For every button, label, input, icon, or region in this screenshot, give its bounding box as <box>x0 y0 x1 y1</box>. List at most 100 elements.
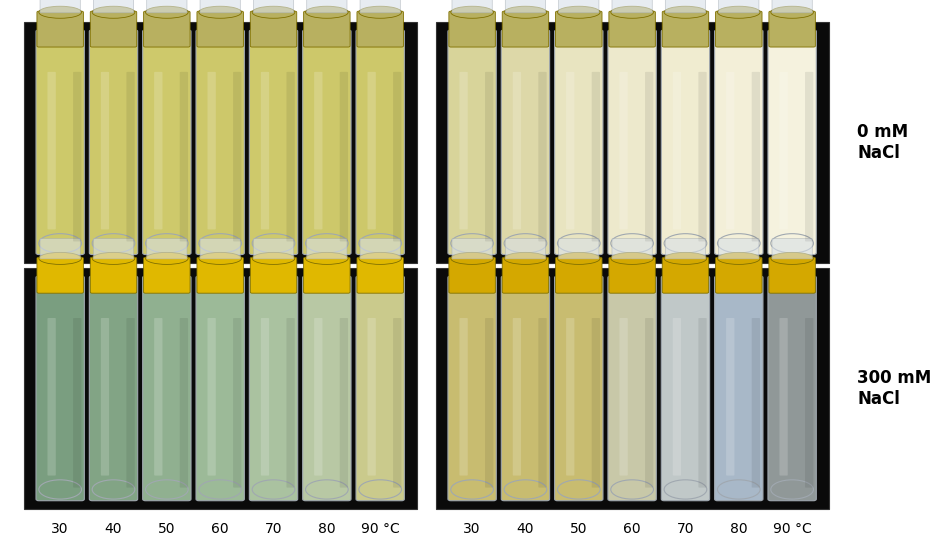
FancyBboxPatch shape <box>250 11 296 47</box>
FancyBboxPatch shape <box>719 238 759 259</box>
FancyBboxPatch shape <box>769 11 815 47</box>
Text: 40: 40 <box>517 522 534 537</box>
Bar <box>436 268 829 509</box>
Text: 80: 80 <box>318 522 335 537</box>
FancyBboxPatch shape <box>512 72 521 229</box>
FancyBboxPatch shape <box>200 238 241 259</box>
Ellipse shape <box>558 6 600 18</box>
FancyBboxPatch shape <box>512 318 521 475</box>
FancyBboxPatch shape <box>452 238 492 259</box>
FancyBboxPatch shape <box>73 72 81 241</box>
FancyBboxPatch shape <box>645 318 653 487</box>
FancyBboxPatch shape <box>94 238 134 259</box>
Ellipse shape <box>146 480 188 499</box>
Ellipse shape <box>718 480 760 499</box>
Ellipse shape <box>504 234 546 253</box>
Ellipse shape <box>92 6 134 18</box>
FancyBboxPatch shape <box>459 318 468 475</box>
Ellipse shape <box>558 252 600 264</box>
FancyBboxPatch shape <box>356 30 404 254</box>
Ellipse shape <box>359 480 402 499</box>
Ellipse shape <box>451 6 493 18</box>
FancyBboxPatch shape <box>769 257 815 293</box>
FancyBboxPatch shape <box>661 276 709 501</box>
FancyBboxPatch shape <box>661 30 709 254</box>
FancyBboxPatch shape <box>143 30 191 254</box>
FancyBboxPatch shape <box>539 72 546 241</box>
Text: 30: 30 <box>51 522 69 537</box>
FancyBboxPatch shape <box>592 72 600 241</box>
FancyBboxPatch shape <box>726 318 735 475</box>
FancyBboxPatch shape <box>662 257 708 293</box>
FancyBboxPatch shape <box>672 72 681 229</box>
FancyBboxPatch shape <box>698 72 706 241</box>
Ellipse shape <box>611 6 653 18</box>
Text: 50: 50 <box>570 522 587 537</box>
FancyBboxPatch shape <box>144 11 190 47</box>
FancyBboxPatch shape <box>672 318 681 475</box>
FancyBboxPatch shape <box>249 30 297 254</box>
Ellipse shape <box>199 252 241 264</box>
FancyBboxPatch shape <box>357 257 403 293</box>
FancyBboxPatch shape <box>666 238 706 259</box>
FancyBboxPatch shape <box>393 318 402 487</box>
Ellipse shape <box>451 252 493 264</box>
Ellipse shape <box>664 6 706 18</box>
FancyBboxPatch shape <box>37 257 83 293</box>
FancyBboxPatch shape <box>307 0 347 13</box>
FancyBboxPatch shape <box>459 72 468 229</box>
Ellipse shape <box>252 6 295 18</box>
Ellipse shape <box>664 252 706 264</box>
FancyBboxPatch shape <box>608 276 656 501</box>
FancyBboxPatch shape <box>47 318 56 475</box>
Ellipse shape <box>504 6 546 18</box>
Text: 60: 60 <box>211 522 229 537</box>
Ellipse shape <box>39 234 81 253</box>
FancyBboxPatch shape <box>197 11 243 47</box>
FancyBboxPatch shape <box>367 318 376 475</box>
Ellipse shape <box>359 252 402 264</box>
FancyBboxPatch shape <box>592 318 600 487</box>
FancyBboxPatch shape <box>147 0 187 13</box>
Ellipse shape <box>504 252 546 264</box>
FancyBboxPatch shape <box>286 318 295 487</box>
FancyBboxPatch shape <box>716 11 762 47</box>
FancyBboxPatch shape <box>360 238 401 259</box>
FancyBboxPatch shape <box>609 11 655 47</box>
FancyBboxPatch shape <box>502 11 548 47</box>
FancyBboxPatch shape <box>304 257 350 293</box>
Ellipse shape <box>451 234 493 253</box>
Ellipse shape <box>146 234 188 253</box>
FancyBboxPatch shape <box>147 238 187 259</box>
FancyBboxPatch shape <box>40 0 80 13</box>
Text: 30: 30 <box>463 522 481 537</box>
FancyBboxPatch shape <box>612 238 652 259</box>
Text: 40: 40 <box>105 522 122 537</box>
FancyBboxPatch shape <box>36 30 84 254</box>
Ellipse shape <box>504 480 546 499</box>
Ellipse shape <box>359 234 402 253</box>
FancyBboxPatch shape <box>196 30 244 254</box>
FancyBboxPatch shape <box>805 318 813 487</box>
FancyBboxPatch shape <box>307 238 347 259</box>
FancyBboxPatch shape <box>260 72 269 229</box>
FancyBboxPatch shape <box>506 0 545 13</box>
FancyBboxPatch shape <box>502 257 548 293</box>
Ellipse shape <box>199 480 241 499</box>
Ellipse shape <box>146 6 188 18</box>
Ellipse shape <box>39 252 81 264</box>
Ellipse shape <box>252 480 295 499</box>
FancyBboxPatch shape <box>719 0 759 13</box>
Text: 300 mM
NaCl: 300 mM NaCl <box>857 369 931 408</box>
FancyBboxPatch shape <box>559 0 599 13</box>
Ellipse shape <box>558 480 600 499</box>
Ellipse shape <box>718 252 760 264</box>
FancyBboxPatch shape <box>144 257 190 293</box>
FancyBboxPatch shape <box>448 276 496 501</box>
FancyBboxPatch shape <box>609 257 655 293</box>
FancyBboxPatch shape <box>608 30 656 254</box>
FancyBboxPatch shape <box>196 276 244 501</box>
Text: 90 °C: 90 °C <box>361 522 400 537</box>
FancyBboxPatch shape <box>73 318 81 487</box>
FancyBboxPatch shape <box>559 238 599 259</box>
